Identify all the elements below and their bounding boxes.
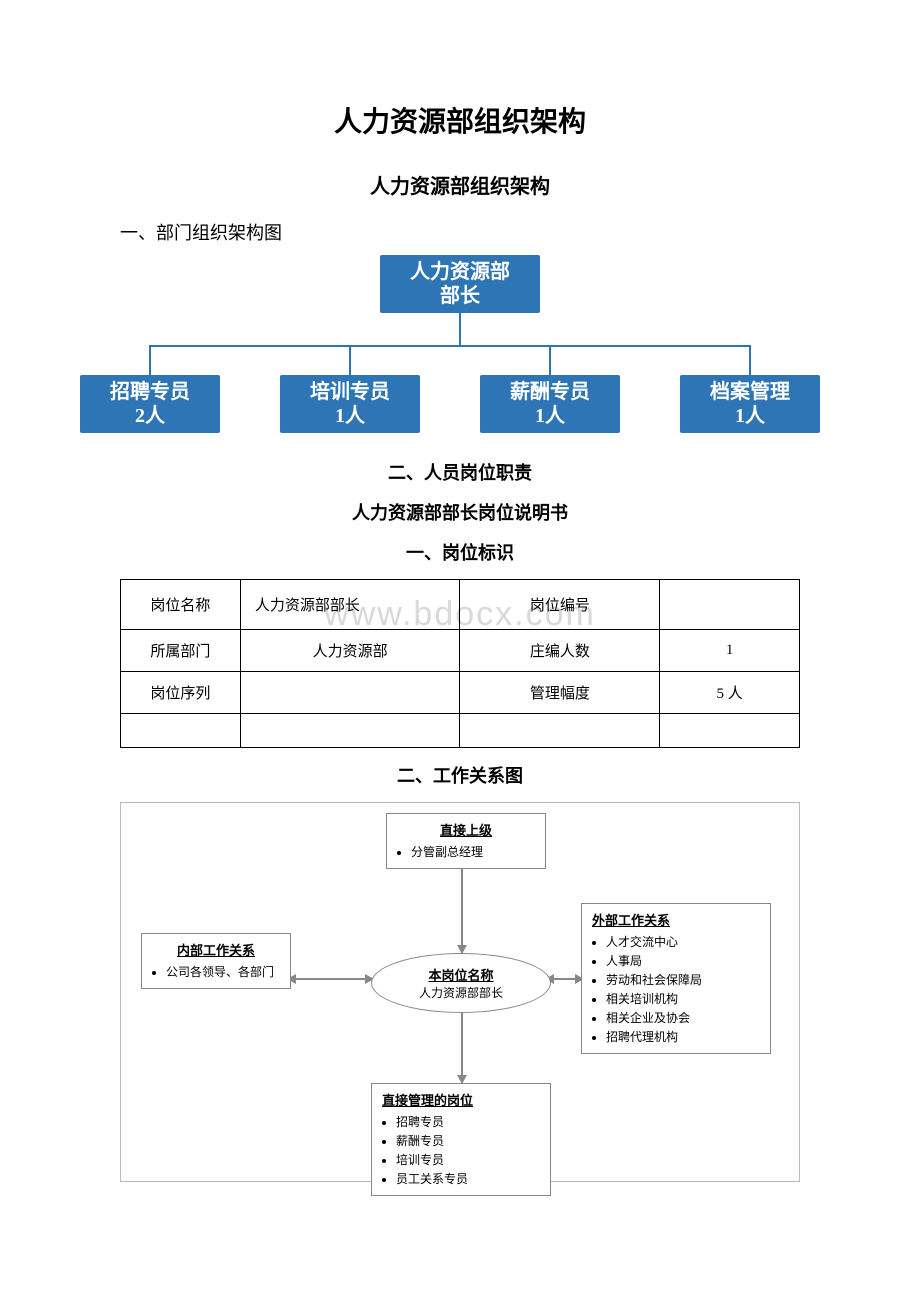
page-title: 人力资源部组织架构 <box>30 100 890 140</box>
org-node-leaf: 培训专员 1人 <box>280 375 420 433</box>
leaf-line1: 培训专员 <box>280 380 420 404</box>
list-item: 招聘专员 <box>396 1113 540 1130</box>
rel-box-external: 外部工作关系 人才交流中心 人事局 劳动和社会保障局 相关培训机构 相关企业及协… <box>581 903 771 1054</box>
connector <box>150 345 750 347</box>
rel-list: 公司各领导、各部门 <box>152 963 280 980</box>
connector <box>549 345 551 375</box>
connector <box>461 1013 463 1083</box>
list-item: 劳动和社会保障局 <box>606 971 760 988</box>
list-item: 薪酬专员 <box>396 1132 540 1149</box>
page-subtitle: 人力资源部组织架构 <box>30 170 890 199</box>
relation-diagram: 直接上级 分管副总经理 内部工作关系 公司各领导、各部门 本岗位名称 人力资源部… <box>120 802 800 1182</box>
org-top-line2: 部长 <box>380 284 540 308</box>
cell: 管理幅度 <box>460 672 660 714</box>
rel-title: 直接上级 <box>397 820 535 839</box>
rel-list: 人才交流中心 人事局 劳动和社会保障局 相关培训机构 相关企业及协会 招聘代理机… <box>592 933 760 1045</box>
rel-center-oval: 本岗位名称 人力资源部部长 <box>371 953 551 1013</box>
cell: 庄编人数 <box>460 630 660 672</box>
rel-title: 外部工作关系 <box>592 910 760 929</box>
spec-table: 岗位名称 人力资源部部长 岗位编号 所属部门 人力资源部 庄编人数 1 岗位序列… <box>120 579 800 748</box>
leaf-line1: 档案管理 <box>680 380 820 404</box>
leaf-line1: 招聘专员 <box>80 380 220 404</box>
rel-title: 内部工作关系 <box>152 940 280 959</box>
list-item: 相关企业及协会 <box>606 1009 760 1026</box>
org-node-leaf: 档案管理 1人 <box>680 375 820 433</box>
rel-heading: 二、工作关系图 <box>30 762 890 788</box>
list-item: 分管副总经理 <box>411 843 535 860</box>
list-item: 培训专员 <box>396 1151 540 1168</box>
cell <box>121 714 241 748</box>
rel-box-superior: 直接上级 分管副总经理 <box>386 813 546 869</box>
list-item: 人事局 <box>606 952 760 969</box>
cell: 人力资源部 <box>240 630 460 672</box>
connector <box>291 978 371 980</box>
leaf-line2: 1人 <box>480 404 620 428</box>
cell: 岗位编号 <box>460 580 660 630</box>
section-2-label: 二、人员岗位职责 <box>30 459 890 485</box>
cell: 1 <box>660 630 800 672</box>
cell <box>240 714 460 748</box>
connector <box>459 313 461 345</box>
org-node-leaf: 招聘专员 2人 <box>80 375 220 433</box>
cell <box>660 580 800 630</box>
spec-title: 人力资源部部长岗位说明书 <box>30 499 890 525</box>
list-item: 招聘代理机构 <box>606 1028 760 1045</box>
leaf-line2: 2人 <box>80 404 220 428</box>
rel-list: 分管副总经理 <box>397 843 535 860</box>
cell <box>240 672 460 714</box>
rel-center-subtitle: 人力资源部部长 <box>372 984 550 1001</box>
connector <box>149 345 151 375</box>
org-node-top: 人力资源部 部长 <box>380 255 540 313</box>
cell: 岗位名称 <box>121 580 241 630</box>
leaf-line1: 薪酬专员 <box>480 380 620 404</box>
cell: 所属部门 <box>121 630 241 672</box>
rel-title: 本岗位名称 <box>372 965 550 984</box>
spec-heading: 一、岗位标识 <box>30 539 890 565</box>
cell: 岗位序列 <box>121 672 241 714</box>
cell <box>660 714 800 748</box>
cell <box>460 714 660 748</box>
org-top-line1: 人力资源部 <box>380 260 540 284</box>
org-chart: 人力资源部 部长 招聘专员 2人 培训专员 1人 薪酬专员 1人 档案管理 1人 <box>80 255 840 445</box>
connector <box>349 345 351 375</box>
connector <box>749 345 751 375</box>
leaf-line2: 1人 <box>680 404 820 428</box>
rel-box-internal: 内部工作关系 公司各领导、各部门 <box>141 933 291 989</box>
rel-box-subordinate: 直接管理的岗位 招聘专员 薪酬专员 培训专员 员工关系专员 <box>371 1083 551 1196</box>
cell: 人力资源部部长 <box>240 580 460 630</box>
list-item: 人才交流中心 <box>606 933 760 950</box>
list-item: 公司各领导、各部门 <box>166 963 280 980</box>
leaf-line2: 1人 <box>280 404 420 428</box>
rel-list: 招聘专员 薪酬专员 培训专员 员工关系专员 <box>382 1113 540 1187</box>
org-node-leaf: 薪酬专员 1人 <box>480 375 620 433</box>
connector <box>461 861 463 953</box>
list-item: 相关培训机构 <box>606 990 760 1007</box>
section-1-label: 一、部门组织架构图 <box>120 219 890 245</box>
list-item: 员工关系专员 <box>396 1170 540 1187</box>
rel-title: 直接管理的岗位 <box>382 1090 540 1109</box>
cell: 5 人 <box>660 672 800 714</box>
